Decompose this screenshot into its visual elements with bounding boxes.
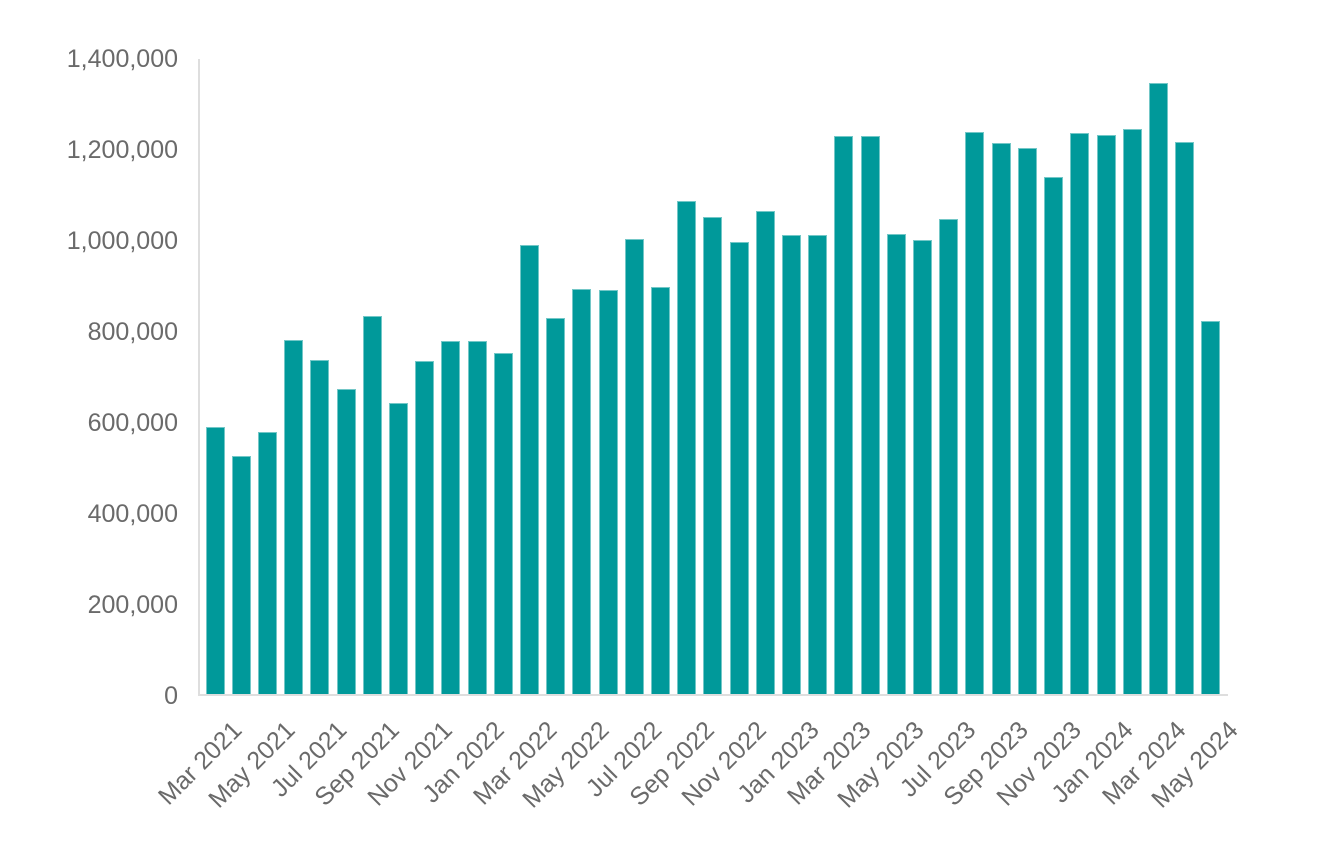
bar-cell bbox=[1172, 59, 1198, 694]
bar-cell bbox=[1119, 59, 1145, 694]
bar-cell: Mar 2024 bbox=[1097, 59, 1191, 810]
bar-cell bbox=[752, 59, 778, 694]
bar-cell: Nov 2022 bbox=[676, 59, 772, 811]
bar-sep-2021 bbox=[362, 316, 382, 694]
bar-cell: Jul 2021 bbox=[266, 59, 353, 803]
y-tick-label: 400,000 bbox=[87, 499, 178, 528]
y-tick-label: 200,000 bbox=[87, 590, 178, 619]
bar-cell: Sep 2021 bbox=[310, 59, 405, 811]
bar-may-2023 bbox=[886, 233, 906, 694]
bar-cell bbox=[700, 59, 726, 694]
bar-jan-2023 bbox=[782, 235, 802, 694]
bar-cell bbox=[490, 59, 516, 694]
y-tick-label: 600,000 bbox=[87, 408, 178, 437]
bar-mar-2022 bbox=[520, 244, 540, 694]
bar-feb-2024 bbox=[1122, 129, 1142, 694]
bar-oct-2021 bbox=[389, 403, 409, 694]
bar-cell bbox=[543, 59, 569, 694]
bar-cell: Mar 2022 bbox=[468, 59, 562, 810]
bar-feb-2022 bbox=[493, 352, 513, 694]
y-axis: 0 200,000 400,000 600,000 800,000 1,000,000 1,… bbox=[0, 0, 178, 854]
bar-jun-2022 bbox=[598, 290, 618, 694]
bar-cell: Jan 2022 bbox=[417, 59, 510, 809]
bar-nov-2023 bbox=[1044, 177, 1064, 694]
bar-jul-2022 bbox=[624, 238, 644, 694]
bar-cell: May 2021 bbox=[203, 59, 300, 813]
bar-cell: Nov 2023 bbox=[991, 59, 1086, 811]
bar-dec-2021 bbox=[441, 341, 461, 694]
bar-apr-2023 bbox=[860, 135, 880, 694]
y-tick-label: 0 bbox=[164, 681, 178, 710]
bar-cell: Sep 2022 bbox=[624, 59, 720, 811]
bars-container: Mar 2021 May 2021 Jul 2021 Sep 2021 Nov 2021… bbox=[153, 59, 1244, 813]
bar-oct-2022 bbox=[703, 216, 723, 694]
bar-feb-2023 bbox=[808, 235, 828, 694]
bar-cell bbox=[228, 59, 254, 694]
bar-cell bbox=[805, 59, 831, 694]
bar-cell bbox=[595, 59, 621, 694]
bar-jan-2024 bbox=[1096, 135, 1116, 694]
bar-cell bbox=[385, 59, 411, 694]
bar-mar-2023 bbox=[834, 136, 854, 694]
bar-aug-2021 bbox=[336, 389, 356, 694]
bar-jan-2022 bbox=[467, 341, 487, 694]
bar-mar-2021 bbox=[205, 427, 225, 694]
bar-apr-2022 bbox=[546, 317, 566, 694]
bar-cell bbox=[281, 59, 307, 694]
bar-may-2024 bbox=[1201, 321, 1221, 694]
bar-cell: May 2024 bbox=[1146, 59, 1244, 813]
bar-cell: Jul 2022 bbox=[581, 59, 667, 803]
bar-sep-2023 bbox=[991, 143, 1011, 694]
bar-cell: Mar 2023 bbox=[782, 59, 877, 810]
bar-cell bbox=[962, 59, 988, 694]
bar-mar-2024 bbox=[1148, 83, 1168, 694]
bar-oct-2023 bbox=[1017, 147, 1037, 694]
bar-sep-2022 bbox=[677, 200, 697, 694]
bar-jun-2023 bbox=[913, 239, 933, 694]
bar-dec-2023 bbox=[1070, 132, 1090, 694]
bar-cell: Sep 2023 bbox=[939, 59, 1034, 811]
bar-aug-2022 bbox=[651, 286, 671, 694]
bar-apr-2024 bbox=[1175, 142, 1195, 694]
bar-jul-2023 bbox=[939, 219, 959, 694]
bar-cell: Jan 2023 bbox=[732, 59, 824, 809]
plot-area: Mar 2021 May 2021 Jul 2021 Sep 2021 Nov 2021… bbox=[153, 59, 1244, 813]
y-tick-label: 800,000 bbox=[87, 317, 178, 346]
y-tick-label: 1,200,000 bbox=[66, 135, 178, 164]
bar-cell bbox=[647, 59, 673, 694]
bar-cell: Nov 2021 bbox=[362, 59, 458, 811]
y-tick-label: 1,400,000 bbox=[66, 45, 178, 73]
bar-may-2022 bbox=[572, 289, 592, 694]
bar-cell: Jul 2023 bbox=[895, 59, 982, 803]
bar-cell: May 2023 bbox=[832, 59, 929, 813]
bar-cell bbox=[438, 59, 464, 694]
bar-cell bbox=[909, 59, 935, 694]
bar-apr-2021 bbox=[231, 456, 251, 694]
y-tick-label: 1,000,000 bbox=[66, 226, 178, 255]
bar-cell bbox=[333, 59, 359, 694]
bar-cell bbox=[1067, 59, 1093, 694]
bar-cell: May 2022 bbox=[517, 59, 615, 813]
bar-aug-2023 bbox=[965, 132, 985, 694]
bar-cell: Jan 2024 bbox=[1046, 59, 1139, 809]
bar-nov-2021 bbox=[415, 360, 435, 694]
bar-cell: Mar 2021 bbox=[153, 59, 248, 810]
bar-jun-2021 bbox=[284, 340, 304, 694]
bar-cell bbox=[857, 59, 883, 694]
bar-may-2021 bbox=[258, 431, 277, 694]
bar-cell bbox=[1014, 59, 1040, 694]
bar-jul-2021 bbox=[310, 360, 330, 694]
bar-nov-2022 bbox=[729, 241, 749, 694]
bar-dec-2022 bbox=[755, 210, 775, 694]
